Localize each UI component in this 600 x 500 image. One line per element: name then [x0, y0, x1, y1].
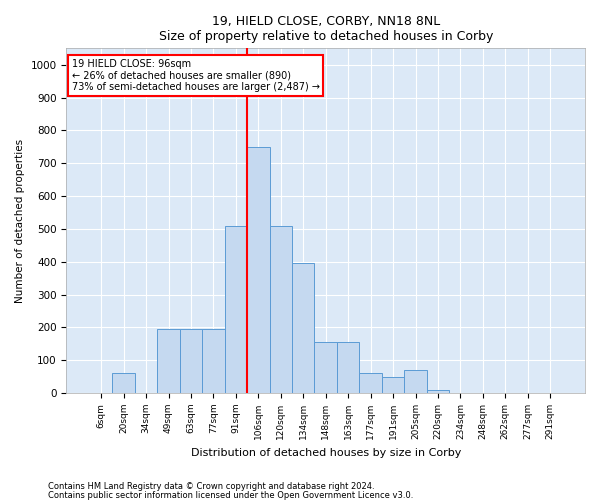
Bar	[404, 370, 427, 393]
Bar	[269, 226, 292, 393]
Bar	[359, 374, 382, 393]
Bar	[382, 376, 404, 393]
Text: Contains HM Land Registry data © Crown copyright and database right 2024.: Contains HM Land Registry data © Crown c…	[48, 482, 374, 491]
Title: 19, HIELD CLOSE, CORBY, NN18 8NL
Size of property relative to detached houses in: 19, HIELD CLOSE, CORBY, NN18 8NL Size of…	[158, 15, 493, 43]
Bar	[224, 226, 247, 393]
Bar	[314, 342, 337, 393]
Bar	[180, 329, 202, 393]
Bar	[202, 329, 224, 393]
Y-axis label: Number of detached properties: Number of detached properties	[15, 138, 25, 303]
Bar	[427, 390, 449, 393]
Bar	[292, 264, 314, 393]
Text: 19 HIELD CLOSE: 96sqm
← 26% of detached houses are smaller (890)
73% of semi-det: 19 HIELD CLOSE: 96sqm ← 26% of detached …	[71, 58, 320, 92]
Text: Contains public sector information licensed under the Open Government Licence v3: Contains public sector information licen…	[48, 490, 413, 500]
Bar	[247, 147, 269, 393]
X-axis label: Distribution of detached houses by size in Corby: Distribution of detached houses by size …	[191, 448, 461, 458]
Bar	[112, 374, 135, 393]
Bar	[157, 329, 180, 393]
Bar	[337, 342, 359, 393]
